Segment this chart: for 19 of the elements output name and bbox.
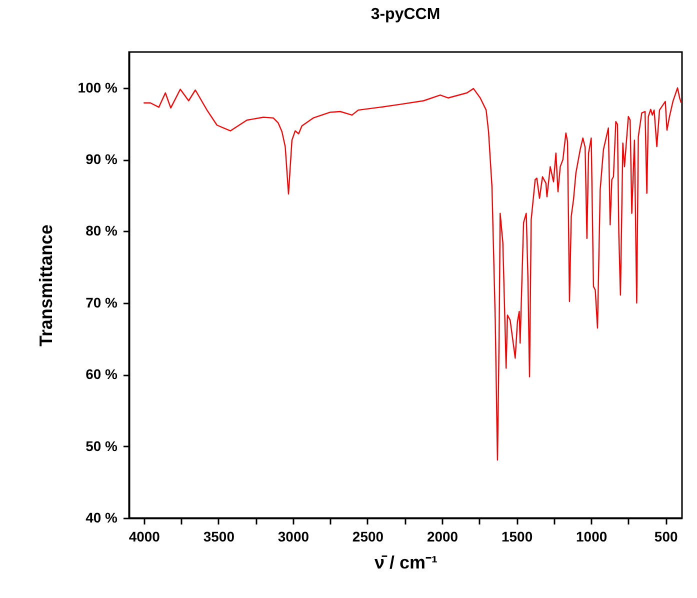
x-tick-label: 500 — [654, 528, 678, 544]
y-tick-label: 70 % — [86, 294, 118, 310]
x-tick-label: 4000 — [128, 528, 160, 544]
chart-title: 3-pyCCM — [370, 6, 440, 23]
y-axis-title: Transmittance — [36, 224, 56, 347]
line-series — [143, 87, 682, 461]
y-tick-label: 40 % — [86, 510, 118, 526]
x-tick-label: 3000 — [278, 528, 310, 544]
y-tick-label: 90 % — [86, 151, 118, 168]
y-tick-label: 60 % — [86, 366, 118, 382]
x-tick-label: 3500 — [203, 528, 235, 544]
x-axis-title: ν̄ / cm⁻¹ — [374, 552, 438, 572]
x-tick-label: 1500 — [501, 528, 533, 544]
x-tick-label: 2500 — [352, 528, 384, 544]
y-tick-label: 80 % — [86, 222, 118, 239]
x-tick-label: 2000 — [426, 528, 458, 544]
y-tick-label: 50 % — [86, 438, 118, 454]
y-tick-label: 100 % — [78, 79, 118, 96]
x-tick-label: 1000 — [576, 528, 608, 544]
